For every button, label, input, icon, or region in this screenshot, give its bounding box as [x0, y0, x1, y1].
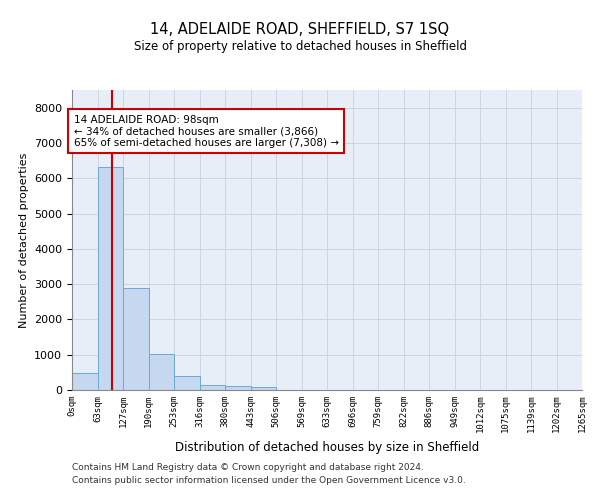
Bar	[225, 386, 251, 390]
Bar	[97, 167, 123, 390]
Text: Size of property relative to detached houses in Sheffield: Size of property relative to detached ho…	[133, 40, 467, 53]
Text: 14, ADELAIDE ROAD, SHEFFIELD, S7 1SQ: 14, ADELAIDE ROAD, SHEFFIELD, S7 1SQ	[151, 22, 449, 38]
Text: Contains HM Land Registry data © Crown copyright and database right 2024.: Contains HM Land Registry data © Crown c…	[72, 464, 424, 472]
X-axis label: Distribution of detached houses by size in Sheffield: Distribution of detached houses by size …	[175, 441, 479, 454]
Bar	[149, 354, 174, 390]
Bar	[123, 288, 149, 390]
Bar	[251, 387, 276, 390]
Bar	[174, 376, 199, 390]
Y-axis label: Number of detached properties: Number of detached properties	[19, 152, 29, 328]
Bar	[72, 374, 97, 390]
Bar	[199, 384, 225, 390]
Text: Contains public sector information licensed under the Open Government Licence v3: Contains public sector information licen…	[72, 476, 466, 485]
Text: 14 ADELAIDE ROAD: 98sqm
← 34% of detached houses are smaller (3,866)
65% of semi: 14 ADELAIDE ROAD: 98sqm ← 34% of detache…	[74, 114, 338, 148]
